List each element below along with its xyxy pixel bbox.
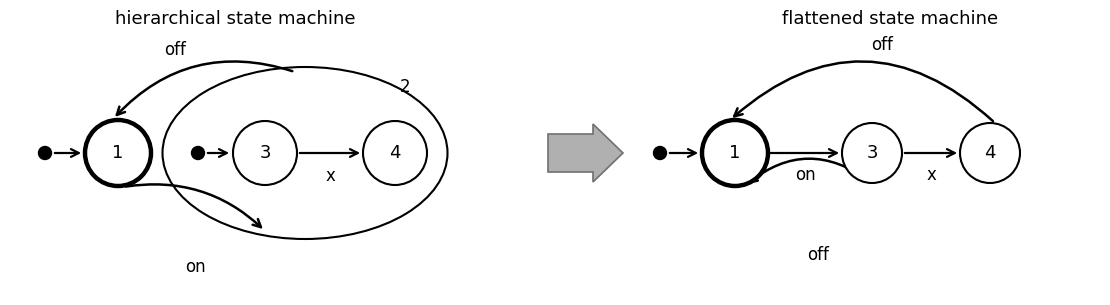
- Text: 4: 4: [985, 144, 996, 162]
- Text: hierarchical state machine: hierarchical state machine: [114, 10, 355, 28]
- Circle shape: [654, 146, 666, 160]
- Text: x: x: [325, 167, 335, 185]
- Text: on: on: [184, 258, 205, 276]
- Text: 3: 3: [260, 144, 271, 162]
- Text: 4: 4: [390, 144, 401, 162]
- Text: 1: 1: [112, 144, 123, 162]
- Text: 3: 3: [866, 144, 878, 162]
- Text: on: on: [795, 166, 816, 184]
- Text: flattened state machine: flattened state machine: [781, 10, 998, 28]
- Circle shape: [233, 121, 297, 185]
- Circle shape: [702, 120, 768, 186]
- Text: 1: 1: [729, 144, 740, 162]
- Circle shape: [960, 123, 1020, 183]
- Circle shape: [363, 121, 427, 185]
- Circle shape: [39, 146, 51, 160]
- Text: off: off: [808, 246, 829, 264]
- Text: 2: 2: [401, 78, 411, 96]
- Text: off: off: [871, 36, 894, 54]
- Circle shape: [842, 123, 902, 183]
- Text: x: x: [926, 166, 936, 184]
- Ellipse shape: [162, 67, 447, 239]
- Circle shape: [192, 146, 204, 160]
- Polygon shape: [548, 124, 623, 182]
- Circle shape: [85, 120, 151, 186]
- Text: off: off: [164, 41, 186, 59]
